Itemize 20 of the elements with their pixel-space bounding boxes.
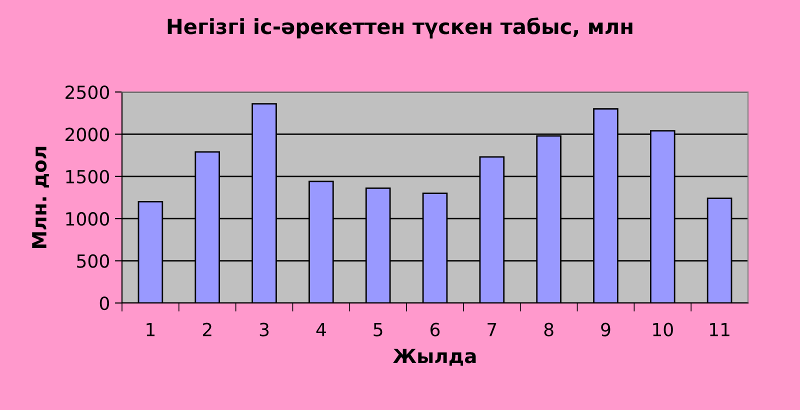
chart-title: Негізгі іс-әрекеттен түскен табыс, млн — [168, 17, 632, 39]
y-tick-label: 1000 — [66, 212, 109, 226]
x-tick-label: 4 — [316, 323, 326, 336]
x-tick-label: 2 — [202, 322, 212, 336]
y-tick-label: 2000 — [66, 128, 109, 142]
y-tick-label: 2500 — [66, 85, 109, 100]
x-tick-label: 9 — [601, 322, 610, 336]
x-tick-label: 11 — [710, 323, 730, 336]
x-tick-label: 5 — [374, 323, 382, 336]
y-tick-label: 500 — [77, 254, 109, 268]
x-tick-label: 6 — [430, 322, 440, 336]
y-axis-title: Млн. дол — [32, 146, 49, 248]
x-tick-label: 10 — [653, 322, 673, 336]
x-tick-label: 8 — [544, 322, 554, 336]
x-tick-label: 1 — [146, 323, 155, 336]
y-tick-label: 1500 — [66, 170, 109, 184]
x-axis-title: Жылда — [393, 348, 476, 366]
x-tick-label: 7 — [488, 323, 496, 336]
y-tick-label: 0 — [100, 296, 109, 310]
x-tick-label: 3 — [260, 322, 269, 336]
